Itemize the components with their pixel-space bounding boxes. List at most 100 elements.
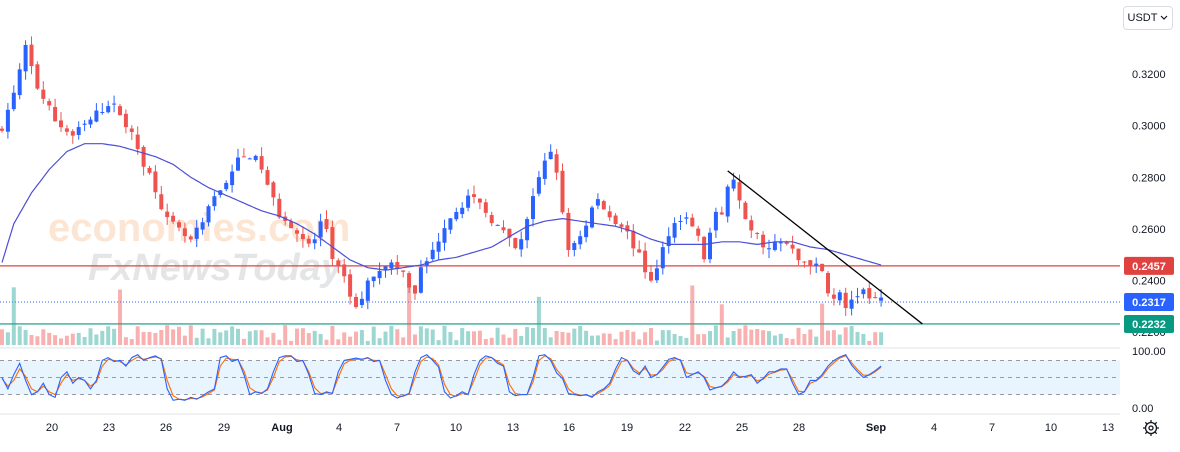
- volume-bar: [843, 327, 848, 345]
- candle-body: [619, 224, 624, 227]
- candle-body: [112, 103, 117, 105]
- candle-body: [719, 212, 724, 215]
- candle-body: [501, 227, 506, 231]
- candle-body: [359, 298, 364, 305]
- volume-bar: [595, 335, 600, 345]
- candle-body: [354, 296, 358, 308]
- candle-body: [713, 211, 718, 231]
- time-axis[interactable]: 20 23 26 29 Aug 4 7 10 13 16 19 22 25 28 Sep 4 7 10 13: [0, 413, 1120, 434]
- volume-bar: [607, 333, 612, 345]
- price-labels: 0.2457 0.2317 0.2232: [1124, 256, 1174, 333]
- date-tick-label: 28: [793, 422, 805, 434]
- support-price-box: [1124, 314, 1174, 333]
- candle-body: [802, 261, 807, 263]
- volume-bar: [814, 336, 819, 345]
- volume-bar: [460, 328, 465, 345]
- volume-bar: [177, 326, 181, 345]
- resistance-price-box: [1124, 256, 1174, 275]
- candle-body: [672, 223, 677, 238]
- volume-bar: [129, 339, 134, 345]
- candle-body: [814, 263, 819, 266]
- volume-bar: [542, 327, 547, 345]
- candle-body: [460, 207, 465, 215]
- volume-bar: [70, 333, 75, 345]
- candle-body: [601, 201, 606, 210]
- volume-bar: [418, 326, 423, 345]
- candle-body: [312, 239, 317, 244]
- volume-bar: [47, 332, 52, 345]
- candle-body: [861, 289, 866, 295]
- candle-body: [100, 112, 105, 114]
- volume-bar: [590, 335, 594, 345]
- candle-body: [82, 123, 87, 125]
- gear-icon[interactable]: [1141, 418, 1161, 438]
- candle-body: [684, 217, 689, 219]
- volume-bar: [643, 332, 648, 345]
- volume-bar: [165, 325, 170, 345]
- volume-bar: [212, 328, 217, 345]
- volume-bar: [601, 333, 606, 345]
- currency-selector-button[interactable]: USDT: [1123, 6, 1173, 30]
- volume-bar: [513, 328, 518, 345]
- volume-bar: [171, 329, 176, 345]
- candle-body: [330, 227, 335, 259]
- volume-bar: [5, 332, 10, 345]
- volume-bar: [324, 339, 329, 345]
- volume-bar: [637, 339, 642, 345]
- candle-body: [519, 239, 524, 250]
- candle-body: [159, 194, 164, 210]
- volume-bar: [100, 330, 105, 345]
- candle-body: [401, 270, 406, 272]
- volume-bar: [477, 330, 482, 345]
- volume-bar: [35, 336, 40, 345]
- candle-body: [188, 236, 193, 240]
- volume-bar: [0, 329, 4, 345]
- volume-bar: [371, 326, 376, 345]
- volume-bar: [53, 335, 58, 345]
- candle-body: [513, 237, 518, 249]
- volume-bar: [483, 339, 488, 345]
- volume-bar: [112, 328, 117, 345]
- candle-body: [590, 207, 594, 228]
- date-tick-label: Aug: [271, 422, 292, 434]
- volume-bar: [855, 331, 860, 345]
- date-tick-label: 10: [450, 422, 462, 434]
- candle-body: [696, 228, 701, 236]
- candle-body: [212, 196, 217, 207]
- volume-bar: [702, 334, 707, 345]
- watermark-line1: economies.com: [48, 206, 350, 250]
- candle-body: [637, 249, 642, 253]
- volume-bar: [826, 330, 830, 345]
- volume-bar: [831, 330, 836, 345]
- date-tick-label: 23: [103, 422, 115, 434]
- candle-body: [389, 262, 394, 269]
- volume-bar: [495, 327, 500, 345]
- candle-body: [542, 160, 547, 179]
- price-tick-label: 0.2800: [1132, 172, 1166, 184]
- volume-bar: [424, 328, 429, 345]
- candle-body: [483, 202, 488, 213]
- volume-bar: [719, 304, 724, 345]
- candle-body: [690, 217, 695, 227]
- volume-bar: [684, 337, 689, 345]
- descending-trendline[interactable]: [727, 170, 923, 325]
- date-tick-label: 13: [507, 422, 519, 434]
- candle-body: [743, 202, 748, 220]
- volume-bar: [519, 335, 524, 345]
- volume-bar: [472, 331, 476, 345]
- volume-bar: [448, 332, 453, 345]
- volume-bar: [354, 331, 358, 345]
- volume-bar: [188, 325, 193, 345]
- candle-body: [495, 224, 500, 226]
- candle-body: [23, 45, 28, 72]
- date-tick-label: 10: [1045, 422, 1057, 434]
- volume-bar: [867, 340, 872, 345]
- volume-bar: [666, 330, 671, 345]
- volume-bar: [525, 327, 530, 345]
- volume-bar: [159, 329, 164, 345]
- date-tick-label: 26: [160, 422, 172, 434]
- candle-body: [5, 109, 10, 132]
- watermark: economies.com FxNewsToday: [48, 206, 350, 289]
- volume-bar: [737, 328, 742, 345]
